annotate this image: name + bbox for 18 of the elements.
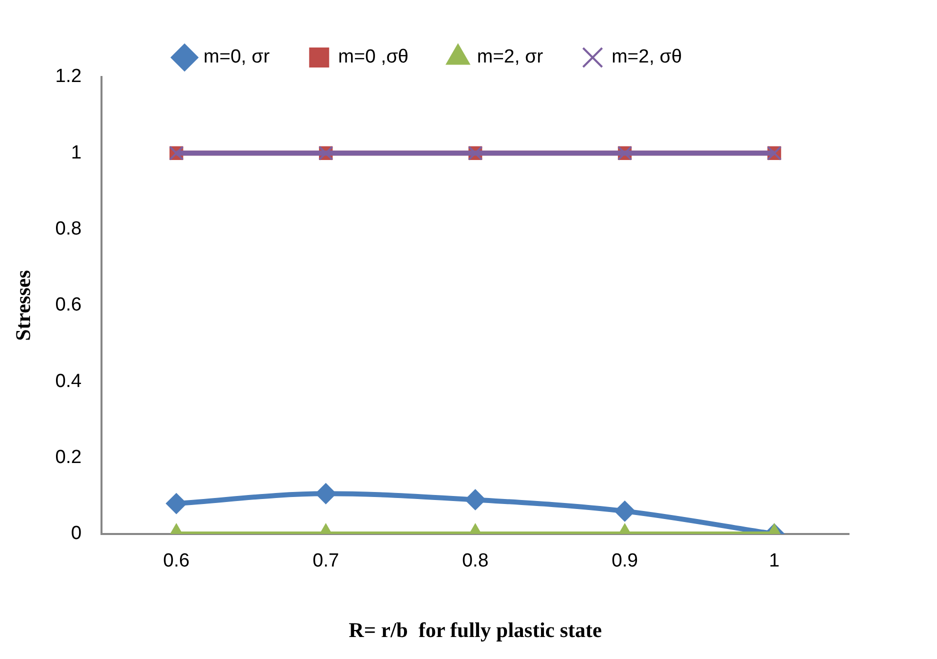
x-tick-label: 0.7 [312,550,340,572]
legend-label: m=0 ,σθ [338,46,409,68]
x-axis-title: R= r/b for fully plastic state [348,618,602,642]
y-tick-label: 0 [71,523,82,544]
x-tick-label: 0.6 [163,550,190,572]
y-axis-title: Stresses [11,270,36,341]
legend-label: m=2, σθ [612,46,682,68]
x-tick-label: 0.8 [462,550,489,572]
legend-label: m=0, σr [204,46,270,68]
y-tick-label: 1.2 [55,66,82,88]
y-tick-label: 0.6 [55,294,82,316]
x-tick-label: 0.9 [612,550,638,572]
y-tick-label: 0.2 [55,447,82,468]
legend-label: m=2, σr [477,46,544,68]
y-tick-label: 0.8 [55,218,82,240]
y-tick-label: 1 [71,142,82,164]
y-tick-label: 0.4 [55,370,82,392]
x-tick-label: 1 [768,550,780,572]
